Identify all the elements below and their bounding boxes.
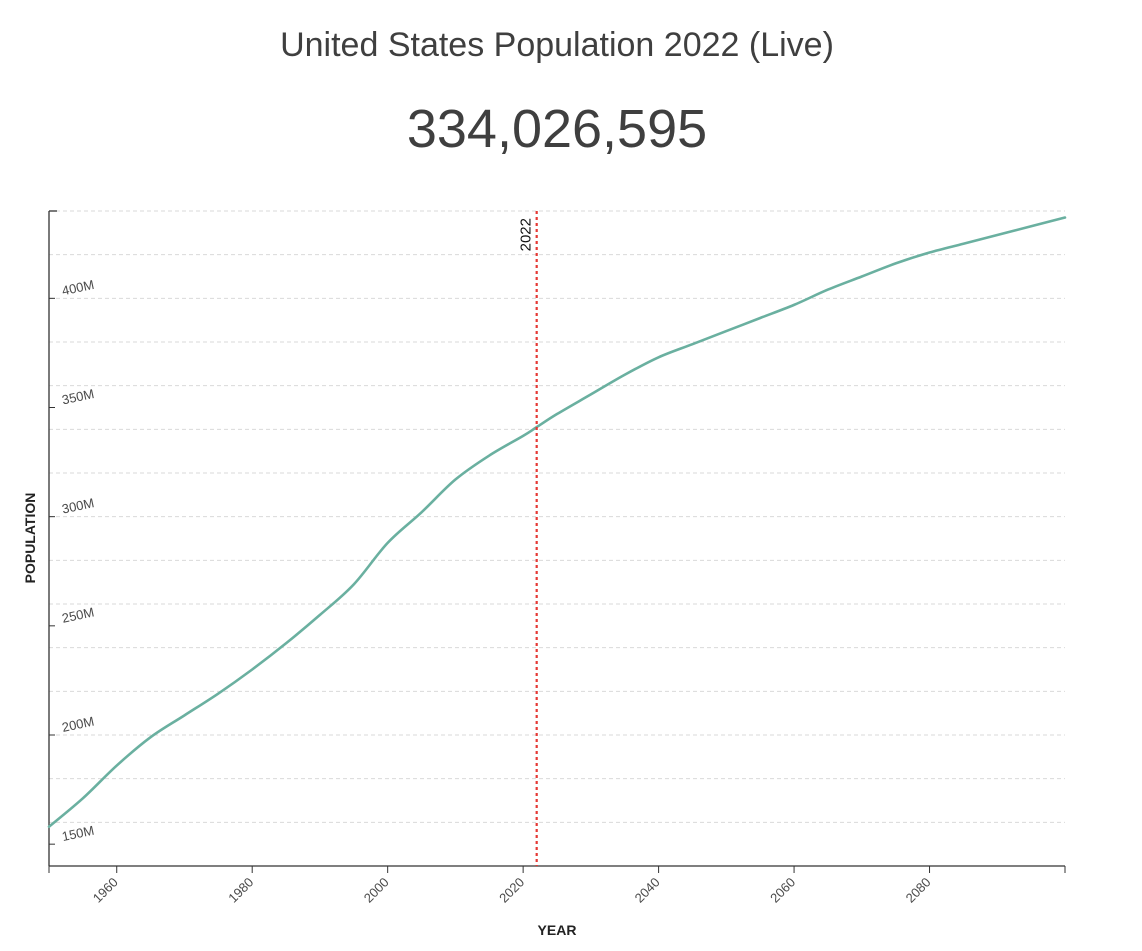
y-tick-label: 200M (61, 713, 96, 734)
x-tick-label: 2020 (496, 875, 527, 906)
x-tick-label: 1980 (225, 875, 256, 906)
page-title: United States Population 2022 (Live) (280, 26, 834, 64)
y-tick-label: 400M (61, 277, 96, 298)
marker-label: 2022 (518, 218, 535, 251)
y-tick-label: 300M (61, 495, 96, 516)
series-layer (47, 216, 1067, 828)
population-series-line (47, 216, 1067, 828)
x-tick-label: 2060 (767, 875, 798, 906)
current-year-marker: 2022 (518, 211, 538, 866)
axes: 150M 200M 250M 300M 350M 400M 1960 1980 2000 2020… (48, 210, 1066, 906)
y-axis-label: POPULATION (22, 493, 38, 584)
x-tick-label: 2080 (903, 875, 934, 906)
live-population-counter: 334,026,595 (406, 99, 708, 159)
grid-lines (49, 210, 1065, 867)
y-tick-label: 350M (61, 386, 96, 407)
y-tick-label: 150M (61, 823, 96, 844)
x-tick-label: 2040 (632, 875, 663, 906)
y-tick-label: 250M (61, 604, 96, 625)
x-axis-label: YEAR (538, 922, 577, 938)
x-tick-label: 2000 (361, 875, 392, 906)
x-tick-label: 1960 (90, 875, 121, 906)
